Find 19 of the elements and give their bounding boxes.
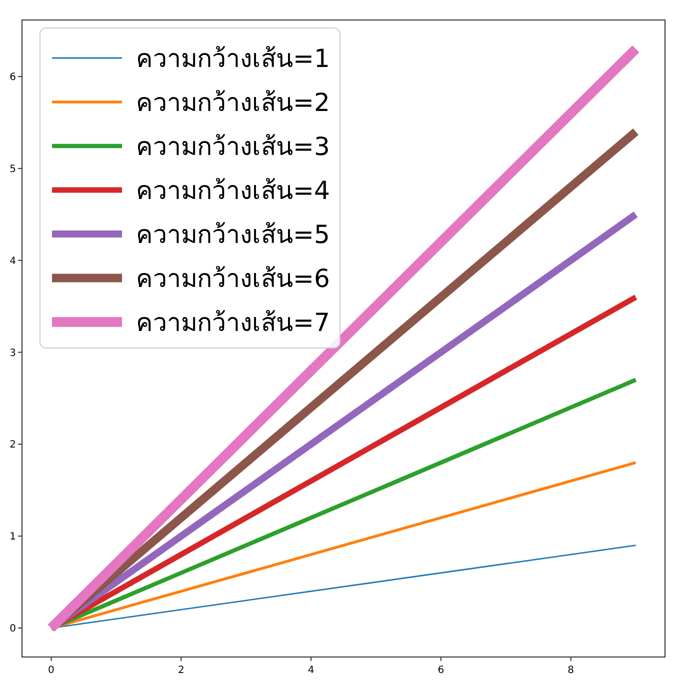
y-tick-label: 6 xyxy=(10,72,16,84)
legend-label: ความกว้างเส้น=4 xyxy=(136,176,330,205)
y-tick-label: 3 xyxy=(10,348,16,359)
legend-label: ความกว้างเส้น=5 xyxy=(136,220,330,249)
legend-label: ความกว้างเส้น=2 xyxy=(136,88,330,117)
y-tick-label: 0 xyxy=(10,624,16,635)
x-tick-label: 2 xyxy=(178,665,184,676)
legend-label: ความกว้างเส้น=7 xyxy=(136,308,330,337)
legend-label: ความกว้างเส้น=6 xyxy=(136,264,330,293)
y-tick-label: 4 xyxy=(10,256,16,267)
x-tick-label: 6 xyxy=(438,665,444,676)
y-tick-label: 5 xyxy=(10,164,16,175)
x-tick-label: 4 xyxy=(308,665,314,676)
legend-label: ความกว้างเส้น=3 xyxy=(136,132,330,161)
y-tick-label: 1 xyxy=(10,532,16,543)
y-tick-label: 2 xyxy=(10,440,16,451)
x-tick-label: 8 xyxy=(568,665,574,676)
x-tick-label: 0 xyxy=(48,665,54,676)
legend-label: ความกว้างเส้น=1 xyxy=(136,44,330,73)
